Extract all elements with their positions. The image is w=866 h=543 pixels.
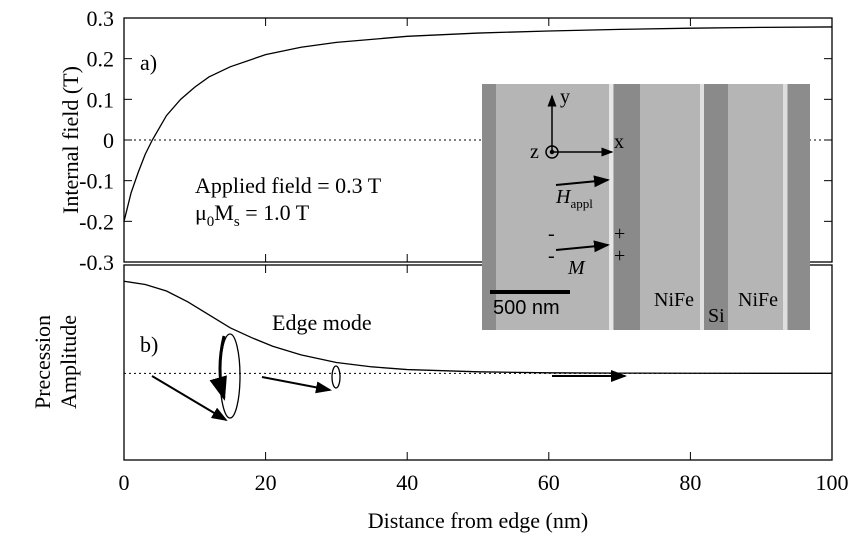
inset-label: - <box>548 245 555 267</box>
panel-b-frame <box>123 264 833 461</box>
inset-label: z <box>530 141 539 163</box>
y-tick-label: -0.1 <box>79 169 114 194</box>
inset-label: - <box>548 223 555 245</box>
inset-label: 500 nm <box>493 297 560 319</box>
annotation-part: = 1.0 T <box>240 200 310 225</box>
inset-label: NiFe <box>738 289 778 311</box>
y-tick-label: 0.1 <box>87 87 115 112</box>
y-tick-label: -0.2 <box>79 209 114 234</box>
inset-label: y <box>560 86 570 108</box>
x-tick-label: 40 <box>396 470 418 495</box>
annotation-part: s <box>234 214 240 230</box>
panel-label: b) <box>140 332 158 357</box>
inset-label: x <box>614 131 624 153</box>
x-tick-label: 20 <box>255 470 277 495</box>
inset-image: y x z Happl M + + - - 500 nm NiFe Si NiF… <box>482 84 810 330</box>
annotation-part: 0 <box>207 214 215 230</box>
annotation: μ0Ms = 1.0 T <box>195 200 310 230</box>
y-tick-label: -0.3 <box>79 250 114 275</box>
inset-label-part: H <box>555 186 572 208</box>
inset-label: M <box>567 257 586 279</box>
y-tick-label: 0 <box>103 128 114 153</box>
y-tick-label: 0.2 <box>87 47 115 72</box>
x-tick-label: 100 <box>816 470 849 495</box>
inset-label: + <box>614 245 625 267</box>
panel-label: a) <box>140 50 157 75</box>
inset-label: Si <box>708 305 725 327</box>
y-axis-label: Precession <box>30 315 55 409</box>
x-tick-label: 80 <box>679 470 701 495</box>
data-line <box>123 26 833 222</box>
y-axis-label: Internal field (T) <box>58 66 83 214</box>
inset-label: NiFe <box>654 289 694 311</box>
x-tick-label: 0 <box>119 470 130 495</box>
inset-label: + <box>614 223 625 245</box>
x-tick-label: 60 <box>538 470 560 495</box>
annotation: Edge mode <box>272 310 372 335</box>
annotation-part: μ <box>195 200 207 225</box>
y-axis-label: Amplitude <box>56 315 81 409</box>
annotation: Applied field = 0.3 T <box>195 173 382 198</box>
inset-label: Happl <box>555 186 593 211</box>
data-line <box>123 280 832 374</box>
precession-sketch <box>151 333 627 422</box>
y-tick-label: 0.3 <box>87 6 115 31</box>
x-axis-label: Distance from edge (nm) <box>368 508 589 533</box>
annotation-part: M <box>214 200 234 225</box>
inset-label-part: appl <box>570 196 593 211</box>
